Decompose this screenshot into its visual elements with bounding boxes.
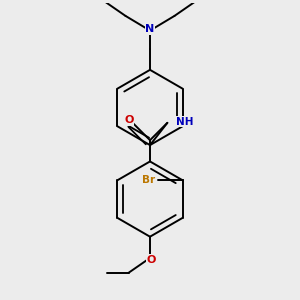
Text: NH: NH <box>176 117 193 127</box>
Text: N: N <box>146 24 154 34</box>
Text: Br: Br <box>142 175 155 184</box>
Text: O: O <box>124 115 134 125</box>
Text: O: O <box>147 255 156 265</box>
